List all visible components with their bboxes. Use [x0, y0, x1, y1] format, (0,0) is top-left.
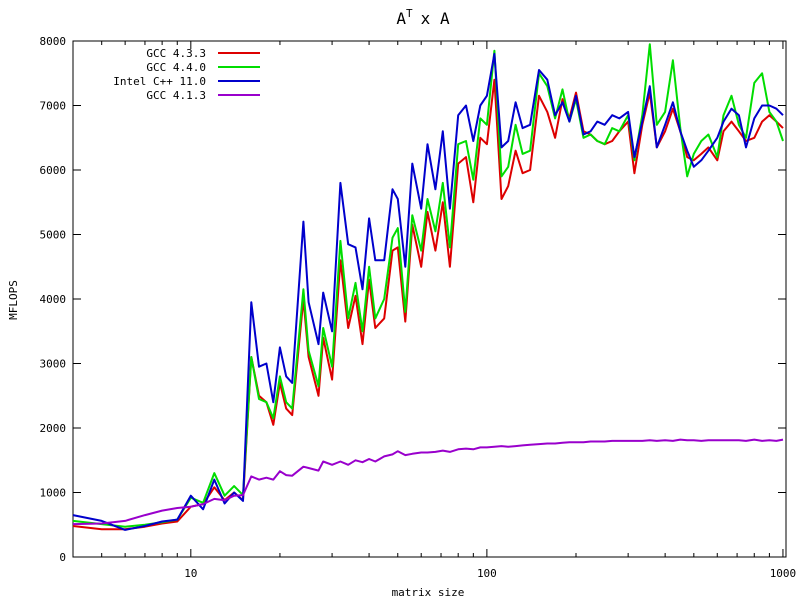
chart-title-superscript: T	[406, 7, 413, 20]
legend-label: GCC 4.4.0	[146, 61, 206, 74]
y-tick-label: 0	[59, 551, 66, 564]
y-tick-label: 4000	[40, 293, 67, 306]
y-tick-label: 8000	[40, 35, 67, 48]
legend-label: Intel C++ 11.0	[113, 75, 206, 88]
x-tick-label: 1000	[770, 567, 797, 580]
plot-area: 0 1000 2000 3000 4000 5000 6000 7000 8000 10 100 10…	[40, 35, 797, 580]
x-tick-label: 10	[184, 567, 197, 580]
y-tick-label: 3000	[40, 358, 67, 371]
y-tick-label: 1000	[40, 487, 67, 500]
chart-title-suffix: x A	[421, 9, 450, 28]
series-line-gcc-4-1-3	[72, 438, 784, 526]
series-line-intel-c-11-0	[72, 52, 784, 531]
y-tick-label: 2000	[40, 422, 67, 435]
legend-label: GCC 4.3.3	[146, 47, 206, 60]
y-tick-label: 6000	[40, 164, 67, 177]
chart-title: AT x A	[396, 7, 450, 28]
legend-label: GCC 4.1.3	[146, 89, 206, 102]
y-tick-label: 7000	[40, 100, 67, 113]
x-axis-label: matrix size	[392, 586, 465, 599]
y-tick-label: 5000	[40, 229, 67, 242]
y-axis-label: MFLOPS	[7, 280, 20, 320]
x-tick-label: 100	[477, 567, 497, 580]
chart-title-base: A	[396, 9, 406, 28]
